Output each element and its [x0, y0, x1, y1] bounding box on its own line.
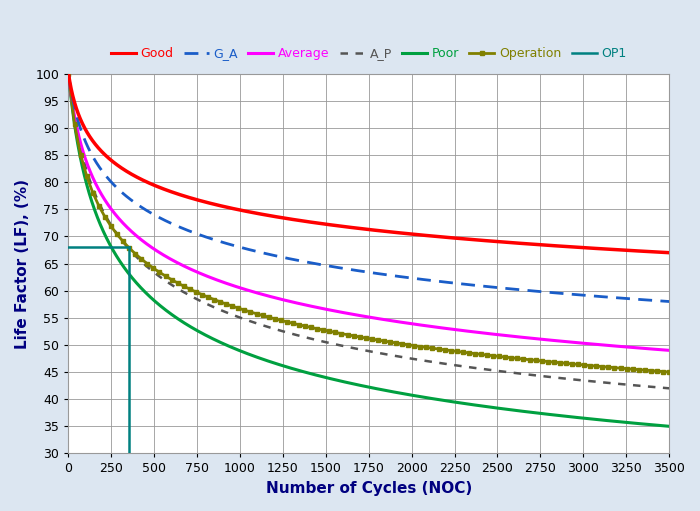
Average: [665, 347, 673, 354]
Average: [512, 334, 521, 340]
G_A: [512, 286, 521, 292]
A_P: [64, 71, 73, 77]
A_P: [424, 358, 433, 364]
Good: [64, 71, 73, 77]
G_A: [424, 277, 433, 283]
Operation: [204, 294, 212, 300]
Operation: [616, 365, 624, 371]
Good: [512, 240, 521, 246]
Average: [64, 71, 73, 77]
Average: [558, 338, 566, 344]
OP1: [125, 244, 133, 250]
Legend: Good, G_A, Average, A_P, Poor, Operation, OP1: Good, G_A, Average, A_P, Poor, Operation…: [106, 42, 632, 65]
Average: [424, 323, 433, 329]
Average: [455, 327, 463, 333]
Poor: [424, 395, 433, 401]
Line: G_A: G_A: [69, 74, 669, 301]
G_A: [558, 290, 566, 296]
Operation: [422, 344, 430, 351]
A_P: [174, 286, 182, 292]
A_P: [512, 370, 521, 376]
Operation: [179, 283, 188, 289]
Operation: [64, 71, 73, 77]
Poor: [174, 315, 182, 321]
A_P: [558, 375, 566, 381]
Good: [294, 217, 302, 223]
Poor: [665, 423, 673, 429]
Operation: [374, 337, 382, 343]
Good: [665, 249, 673, 256]
Operation: [665, 369, 673, 375]
Line: Good: Good: [69, 74, 669, 252]
G_A: [64, 71, 73, 77]
Good: [174, 191, 182, 197]
X-axis label: Number of Cycles (NOC): Number of Cycles (NOC): [265, 481, 472, 496]
Line: A_P: A_P: [69, 74, 669, 388]
Line: Average: Average: [69, 74, 669, 351]
Poor: [512, 407, 521, 413]
Poor: [558, 413, 566, 419]
Average: [294, 300, 302, 306]
Operation: [634, 366, 643, 373]
Poor: [64, 71, 73, 77]
G_A: [294, 258, 302, 264]
A_P: [665, 385, 673, 391]
G_A: [455, 281, 463, 287]
Line: Poor: Poor: [69, 74, 669, 426]
Y-axis label: Life Factor (LF), (%): Life Factor (LF), (%): [15, 178, 30, 349]
A_P: [455, 363, 463, 369]
Good: [424, 233, 433, 239]
Line: Operation: Operation: [66, 72, 671, 374]
Average: [174, 260, 182, 266]
G_A: [665, 298, 673, 305]
Poor: [455, 400, 463, 406]
Poor: [294, 367, 302, 373]
OP1: [64, 244, 73, 250]
G_A: [174, 223, 182, 229]
A_P: [294, 332, 302, 338]
Good: [558, 243, 566, 249]
Good: [455, 236, 463, 242]
